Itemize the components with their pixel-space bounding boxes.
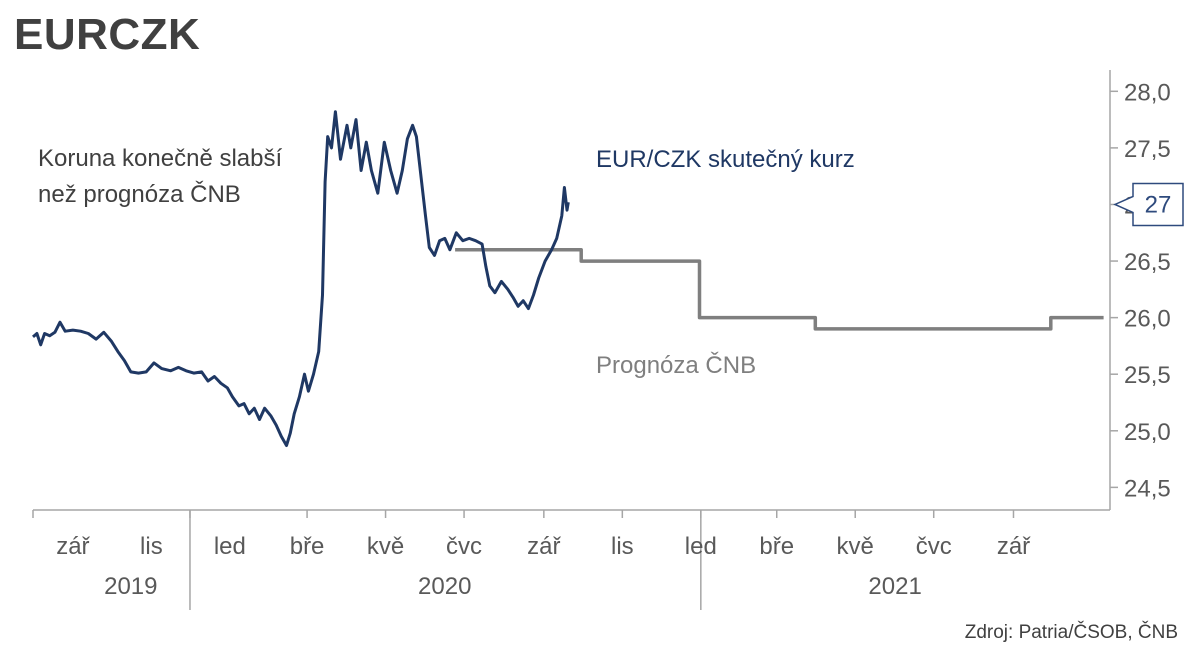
annotation-koruna: Koruna konečně slabší <box>38 145 282 172</box>
annotations: Koruna konečně slabší než prognóza ČNB EUR… <box>38 145 855 379</box>
annotation-koruna: než prognóza ČNB <box>38 180 241 208</box>
x-month-label: bře <box>290 533 325 560</box>
axes <box>32 70 1118 610</box>
x-year-label: 2021 <box>868 573 921 600</box>
forecast-series <box>455 247 1104 331</box>
y-tick-label: 24,5 <box>1124 475 1171 502</box>
x-month-label: led <box>214 533 246 560</box>
x-month-label: bře <box>759 533 794 560</box>
source-note: Zdroj: Patria/ČSOB, ČNB <box>964 622 1178 643</box>
actual-rate-line <box>32 110 570 447</box>
chart-title: EURCZK <box>14 10 201 59</box>
x-month-label: zář <box>997 533 1031 560</box>
x-month-label: zář <box>527 533 561 560</box>
y-tick-label: 25,0 <box>1124 419 1171 446</box>
x-month-label: čvc <box>916 533 952 560</box>
x-year-label: 2019 <box>104 573 157 600</box>
tick-labels: 24,525,025,526,026,527,027,528,0zářlisle… <box>56 79 1171 600</box>
x-month-label: led <box>685 533 717 560</box>
actual-series <box>32 110 570 447</box>
x-year-label: 2020 <box>418 573 471 600</box>
value-callout: 27 <box>1113 182 1184 227</box>
annotation-actual-series: EUR/CZK skutečný kurz <box>596 146 855 173</box>
cnb-forecast-line <box>455 247 1104 331</box>
y-tick-label: 26,0 <box>1124 306 1171 333</box>
x-month-label: čvc <box>446 533 482 560</box>
callout-label: 27 <box>1145 191 1172 218</box>
x-month-label: lis <box>140 533 163 560</box>
x-month-label: zář <box>56 533 90 560</box>
y-tick-label: 27,5 <box>1124 136 1171 163</box>
x-month-label: lis <box>611 533 634 560</box>
x-month-label: kvě <box>837 533 874 560</box>
y-tick-label: 28,0 <box>1124 79 1171 106</box>
y-tick-label: 25,5 <box>1124 362 1171 389</box>
x-month-label: kvě <box>367 533 404 560</box>
callout-box <box>1113 182 1184 227</box>
y-tick-label: 26,5 <box>1124 249 1171 276</box>
annotation-forecast-series: Prognóza ČNB <box>596 351 756 379</box>
